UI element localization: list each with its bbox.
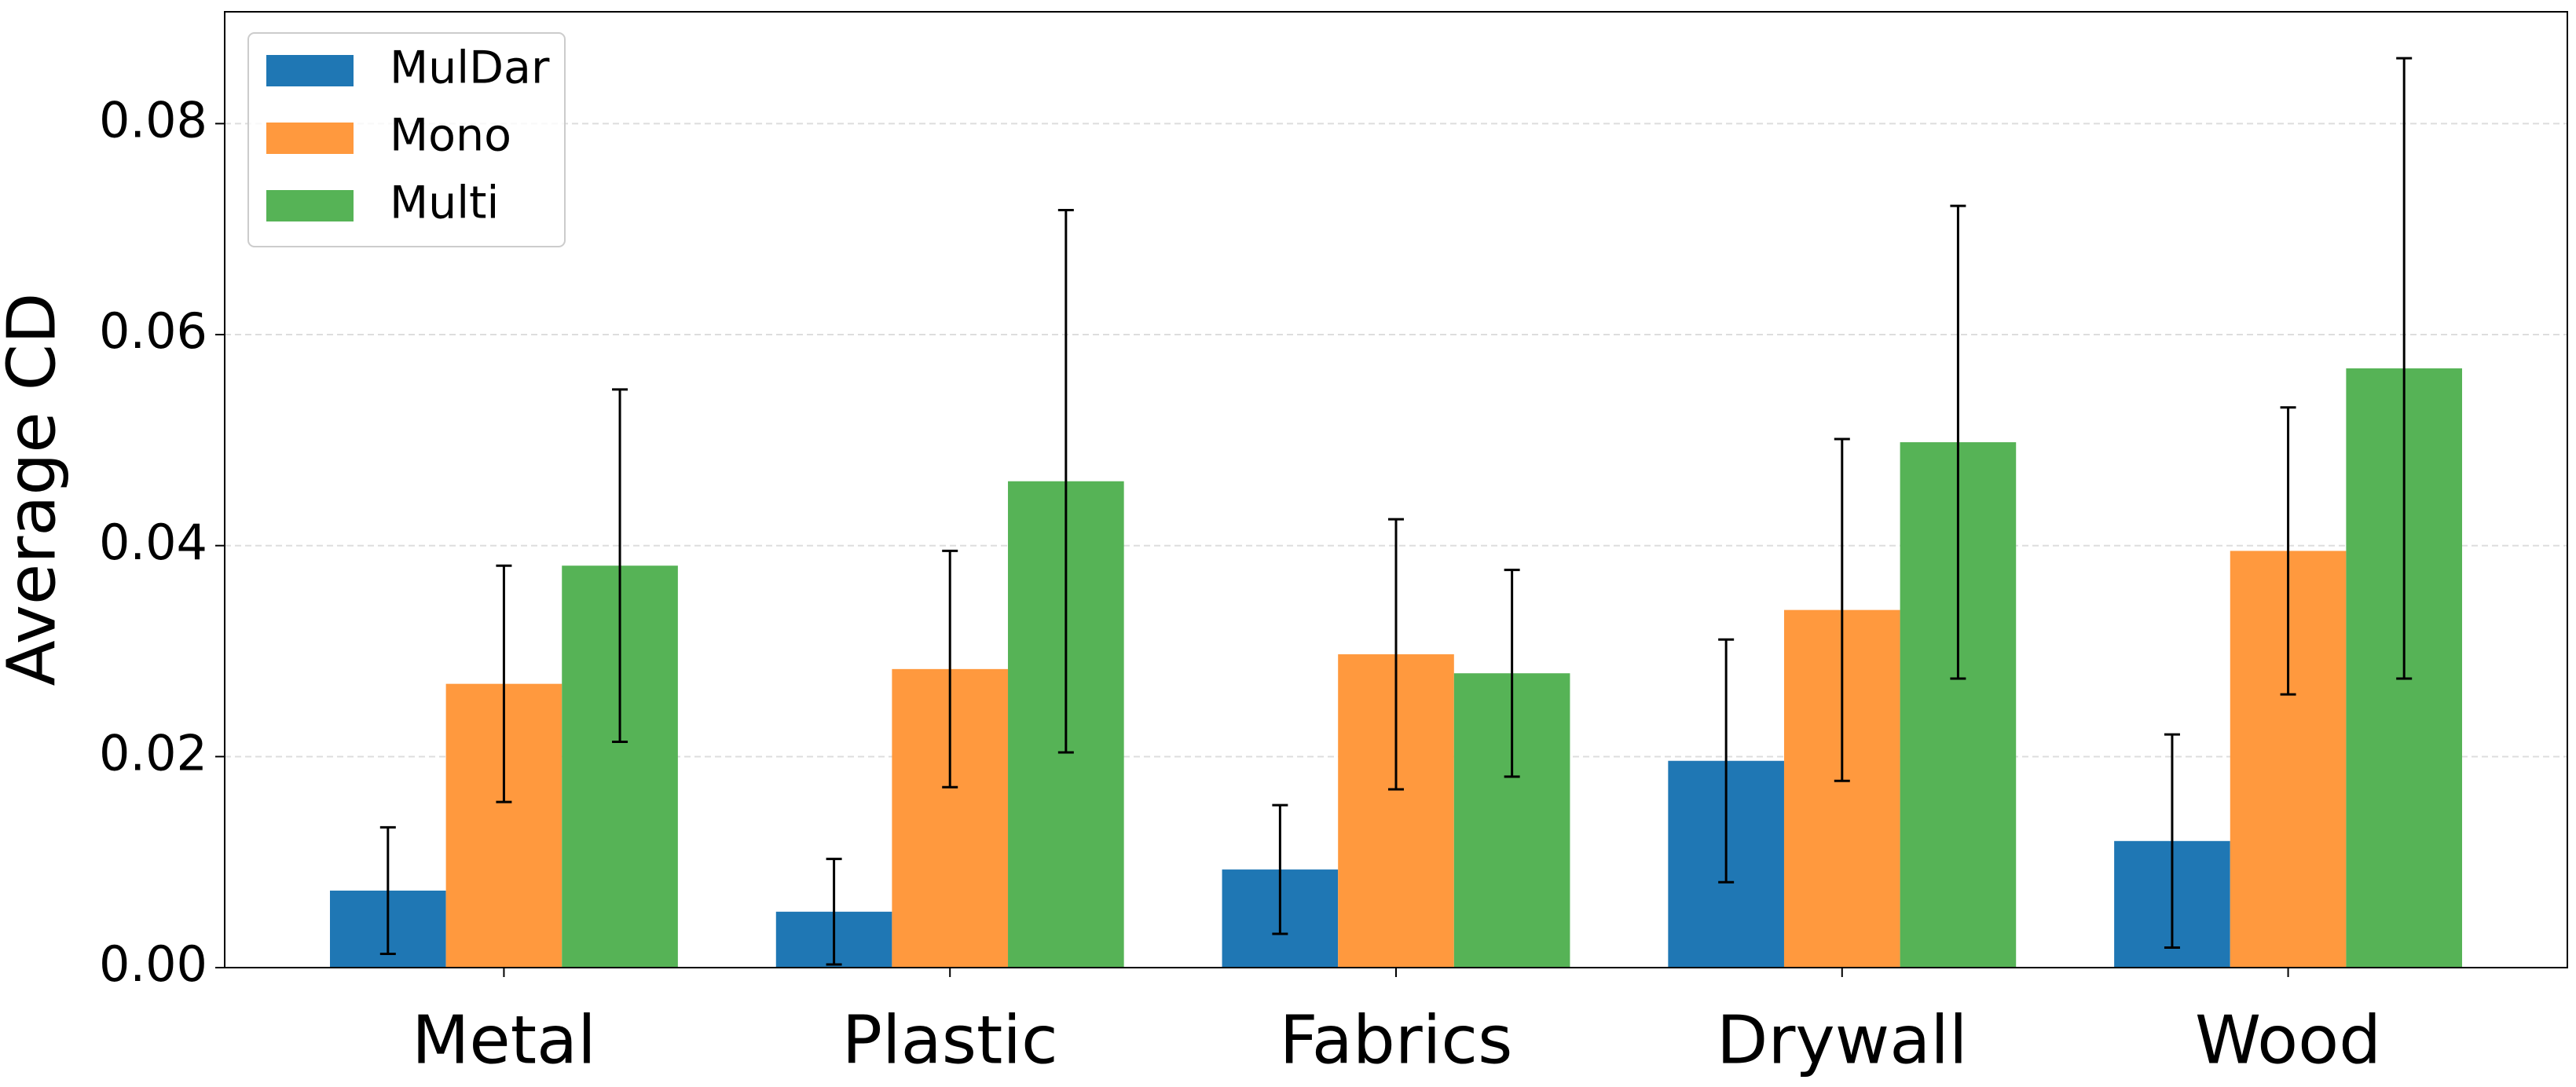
error-bar bbox=[2280, 406, 2296, 696]
error-bar bbox=[2396, 57, 2413, 680]
y-axis-label: Average CD bbox=[0, 293, 71, 686]
error-bar bbox=[612, 388, 628, 744]
error-bar bbox=[496, 564, 512, 803]
error-bar bbox=[942, 549, 958, 789]
error-bar bbox=[1504, 569, 1520, 778]
y-tick-label: 0.04 bbox=[99, 514, 207, 571]
error-bar bbox=[1718, 638, 1735, 884]
y-tick-label: 0.00 bbox=[99, 935, 207, 993]
error-bar bbox=[1272, 803, 1288, 935]
x-tick-label: Metal bbox=[412, 1001, 596, 1079]
error-bar bbox=[1057, 209, 1074, 754]
legend-swatch bbox=[266, 190, 354, 221]
x-tick-label: Drywall bbox=[1717, 1001, 1968, 1079]
legend-label: MulDar bbox=[390, 42, 550, 94]
plot-frame bbox=[224, 11, 2568, 968]
y-tick-label: 0.06 bbox=[99, 302, 207, 360]
y-tick-label: 0.08 bbox=[99, 91, 207, 148]
error-bar bbox=[826, 858, 842, 966]
x-tick-label: Fabrics bbox=[1280, 1001, 1513, 1079]
legend-label: Mono bbox=[390, 110, 511, 162]
y-tick-label: 0.02 bbox=[99, 724, 207, 781]
error-bar bbox=[1950, 204, 1966, 680]
error-bar bbox=[379, 825, 396, 956]
legend-label: Multi bbox=[390, 178, 499, 229]
error-bar bbox=[1834, 437, 1850, 782]
legend-swatch bbox=[266, 55, 354, 86]
error-bar bbox=[1388, 518, 1404, 791]
error-bar bbox=[2164, 733, 2180, 949]
legend-swatch bbox=[266, 123, 354, 154]
x-tick-label: Plastic bbox=[842, 1001, 1058, 1079]
x-tick-label: Wood bbox=[2195, 1001, 2381, 1079]
